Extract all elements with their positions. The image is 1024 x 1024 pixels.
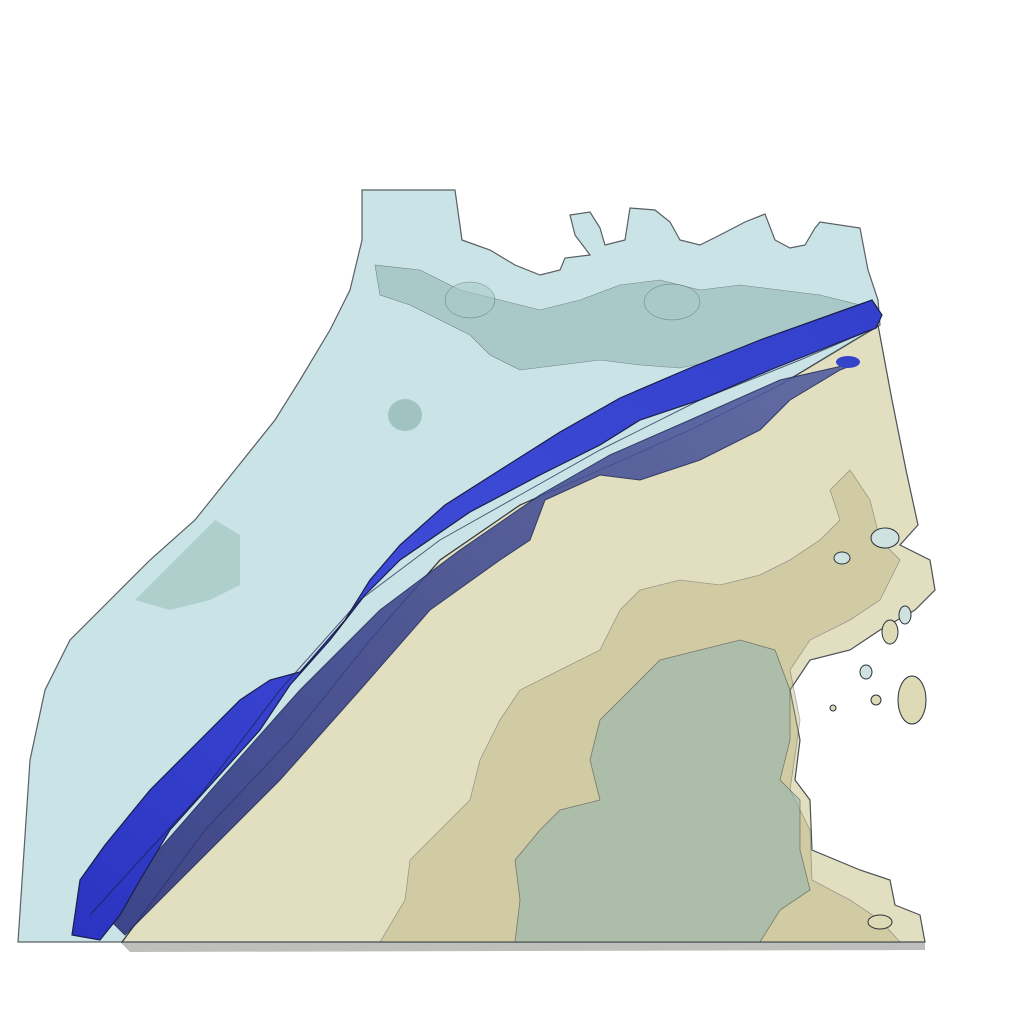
slab-underside: [109, 361, 861, 936]
small-bubble: [388, 399, 422, 431]
droplet: [870, 694, 882, 706]
droplet: [859, 664, 873, 680]
bubble: [643, 283, 701, 321]
dipping-blue-slab: [71, 299, 883, 941]
droplet: [833, 551, 851, 565]
ground-shadow: [120, 942, 925, 952]
slab-edge-line: [89, 329, 871, 916]
inner-teal-plume: [514, 639, 811, 943]
bubble: [444, 281, 496, 319]
droplet: [870, 527, 900, 549]
left-inner-patch: [135, 520, 240, 610]
droplet: [881, 619, 899, 645]
droplet: [897, 675, 927, 725]
droplet: [829, 704, 837, 712]
slab-fragment: [836, 356, 860, 368]
droplet: [867, 914, 893, 930]
droplet: [898, 605, 912, 625]
